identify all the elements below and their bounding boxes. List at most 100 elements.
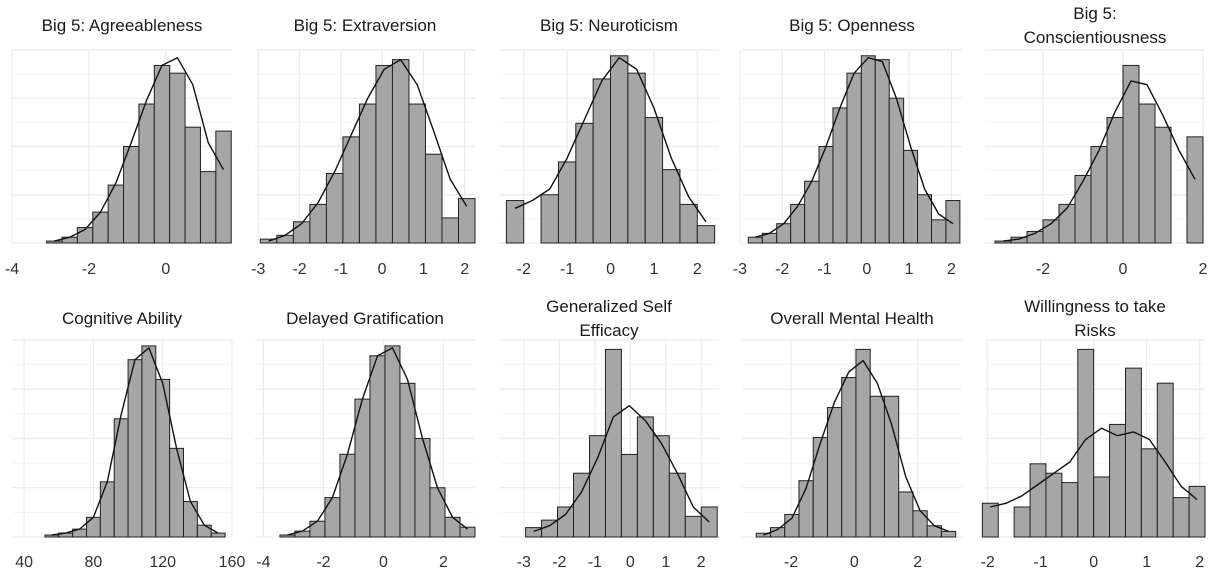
bar (1106, 117, 1124, 244)
bar (369, 355, 386, 538)
panel-title: Big 5: Openness (789, 16, 915, 35)
bar (444, 516, 461, 538)
bar (869, 395, 885, 538)
bar (557, 506, 575, 538)
x-tick-label: -2 (1036, 261, 1050, 278)
bar (196, 524, 212, 538)
bar (1124, 367, 1142, 538)
panel: Big 5: Neuroticism -2 -1 0 1 2 (499, 16, 719, 278)
x-tick-label: 160 (219, 554, 246, 571)
bar (424, 153, 443, 244)
bar (1058, 203, 1076, 244)
bar (841, 377, 857, 538)
bar (414, 438, 431, 538)
bar (860, 55, 876, 244)
bar (1109, 423, 1126, 538)
bar (917, 194, 933, 244)
bar (1093, 476, 1111, 538)
bar (627, 72, 646, 244)
x-tick-label: 1 (419, 261, 428, 278)
x-tick-label: 0 (378, 261, 387, 278)
bar (169, 72, 186, 244)
bar (540, 194, 559, 244)
bar (276, 234, 294, 244)
density-curve (268, 59, 468, 242)
bar (358, 103, 377, 244)
panel: Cognitive Ability 40 80 120 160 (12, 309, 245, 571)
bar (215, 130, 232, 244)
panel-title: Delayed Gratification (286, 309, 444, 328)
x-tick-label: -4 (256, 554, 270, 571)
bar (399, 382, 416, 538)
bar (855, 348, 871, 538)
bar (309, 520, 326, 538)
x-tick-label: -3 (251, 261, 265, 278)
bar (99, 481, 115, 538)
x-tick-label: 2 (697, 554, 706, 571)
bar (123, 146, 140, 244)
bar (459, 526, 476, 538)
bar (940, 530, 957, 538)
x-tick-label: 0 (626, 554, 635, 571)
x-tick-label: -1 (817, 261, 831, 278)
x-tick-label: -2 (316, 554, 330, 571)
panel-title: Big 5: Conscientiousness (1024, 4, 1167, 47)
x-tick-label: 1 (905, 261, 914, 278)
bar (981, 502, 999, 538)
bar (945, 200, 961, 244)
bar (44, 534, 60, 538)
x-tick-label: 80 (85, 554, 103, 571)
bar (1188, 485, 1206, 538)
density-curve (54, 57, 225, 242)
x-tick-label: -2 (517, 261, 531, 278)
bar (408, 103, 426, 244)
density-curve (51, 347, 219, 536)
bar (182, 501, 198, 538)
bar (790, 203, 806, 244)
bar (610, 55, 629, 244)
bar (818, 146, 834, 244)
x-tick-label: 2 (947, 261, 956, 278)
bar (541, 519, 559, 538)
bar (391, 59, 410, 244)
bar (1140, 448, 1158, 538)
x-tick-label: -2 (981, 554, 995, 571)
bar (153, 64, 171, 244)
x-tick-label: -2 (292, 261, 306, 278)
x-tick-label: 2 (1195, 554, 1204, 571)
bar (557, 161, 577, 244)
density-curve (287, 347, 468, 536)
x-tick-label: 2 (913, 554, 922, 571)
bar (339, 453, 356, 538)
bar (199, 171, 217, 244)
x-tick-label: 0 (161, 261, 170, 278)
x-tick-label: -4 (5, 261, 19, 278)
bar (92, 211, 109, 244)
x-tick-label: 2 (693, 261, 702, 278)
bar (1074, 174, 1092, 244)
bar (575, 122, 594, 244)
bar (826, 407, 843, 538)
bar (620, 453, 638, 538)
x-tick-label: 2 (460, 261, 469, 278)
panel-title: Big 5: Agreeableness (42, 16, 203, 35)
panel-title: Willingness to take Risks (1024, 297, 1166, 340)
bar (832, 107, 848, 244)
bar (604, 348, 622, 538)
bar (342, 136, 360, 244)
panel: Big 5: Extraversion -3 -2 -1 0 1 2 (251, 16, 476, 278)
panel-title: Big 5: Extraversion (294, 16, 437, 35)
x-tick-label: -1 (334, 261, 348, 278)
bar (668, 472, 686, 538)
x-tick-label: -3 (517, 554, 531, 571)
bar (636, 416, 654, 538)
bar (912, 510, 928, 538)
panel: Big 5: Conscientiousness -2 0 2 (985, 4, 1208, 278)
bar (846, 72, 862, 244)
bar (375, 64, 393, 244)
panel: Big 5: Openness -3 -2 -1 0 1 2 (733, 16, 962, 278)
x-tick-label: 0 (1119, 261, 1128, 278)
bar (429, 487, 446, 538)
bar (747, 236, 763, 244)
bar (292, 221, 311, 244)
